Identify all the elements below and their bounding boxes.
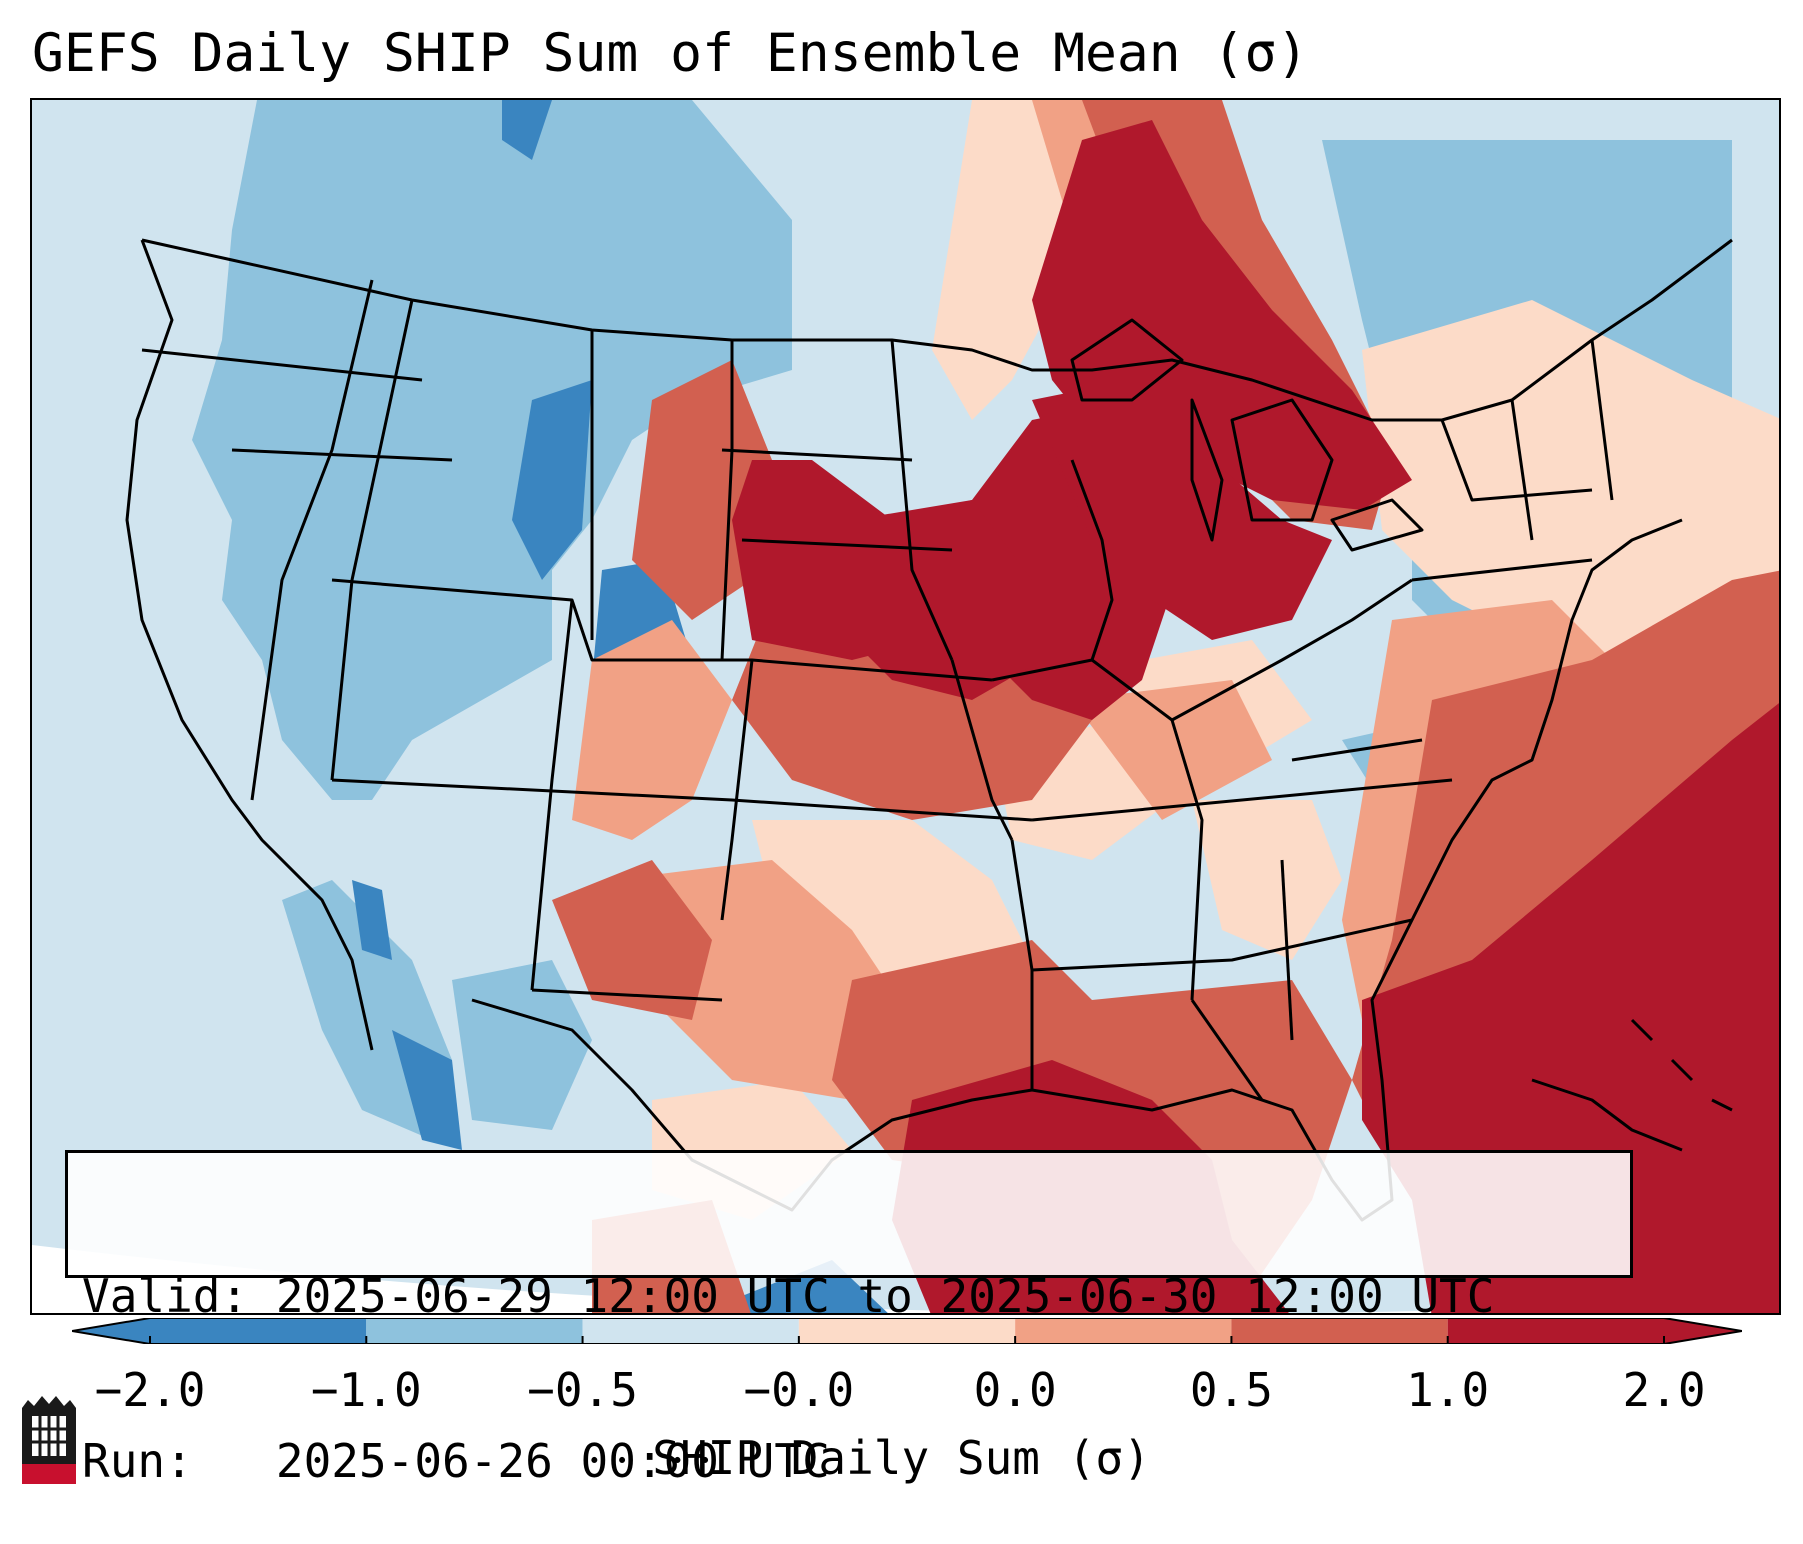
colorbar-label: SHIP Daily Sum (σ) <box>652 1431 1151 1485</box>
niu-logo <box>22 1396 76 1484</box>
colorbar-segment <box>1447 1318 1664 1344</box>
colorbar-segment <box>1015 1318 1232 1344</box>
run-line: Run: 2025-06-26 00:00 UTC <box>82 1434 1616 1489</box>
colorbar-extend-low <box>72 1318 150 1344</box>
colorbar-tick-label: 0.5 <box>1189 1363 1273 1417</box>
colorbar <box>72 1318 1742 1344</box>
colorbar-tick-label: −0.0 <box>743 1363 855 1417</box>
colorbar-tick-label: −1.0 <box>310 1363 422 1417</box>
colorbar-tick-label: 0.0 <box>973 1363 1057 1417</box>
valid-label: Valid: <box>82 1269 249 1323</box>
colorbar-segment <box>366 1318 583 1344</box>
valid-value: 2025-06-29 12:00 UTC to 2025-06-30 12:00… <box>275 1269 1495 1323</box>
state-boundaries <box>125 238 1733 1222</box>
run-label: Run: <box>82 1434 193 1488</box>
valid-line: Valid: 2025-06-29 12:00 UTC to 2025-06-3… <box>82 1269 1616 1324</box>
colorbar-segment <box>798 1318 1016 1344</box>
anomaly-map <box>32 100 1779 1313</box>
run-value: 2025-06-26 00:00 UTC <box>275 1434 830 1488</box>
colorbar-segment <box>582 1318 799 1344</box>
colorbar-segment <box>1231 1318 1448 1344</box>
colorbar-tick-label: −2.0 <box>94 1363 206 1417</box>
map-title: GEFS Daily SHIP Sum of Ensemble Mean (σ) <box>32 23 1309 84</box>
colorbar-segment <box>150 1318 367 1344</box>
colorbar-tick-label: 2.0 <box>1622 1363 1706 1417</box>
colorbar-tick-label: −0.5 <box>527 1363 638 1417</box>
map-panel <box>30 98 1781 1315</box>
colorbar-extend-high <box>1664 1318 1742 1344</box>
colorbar-tick-label: 1.0 <box>1406 1363 1490 1417</box>
valid-run-info-box: Valid: 2025-06-29 12:00 UTC to 2025-06-3… <box>65 1150 1633 1488</box>
